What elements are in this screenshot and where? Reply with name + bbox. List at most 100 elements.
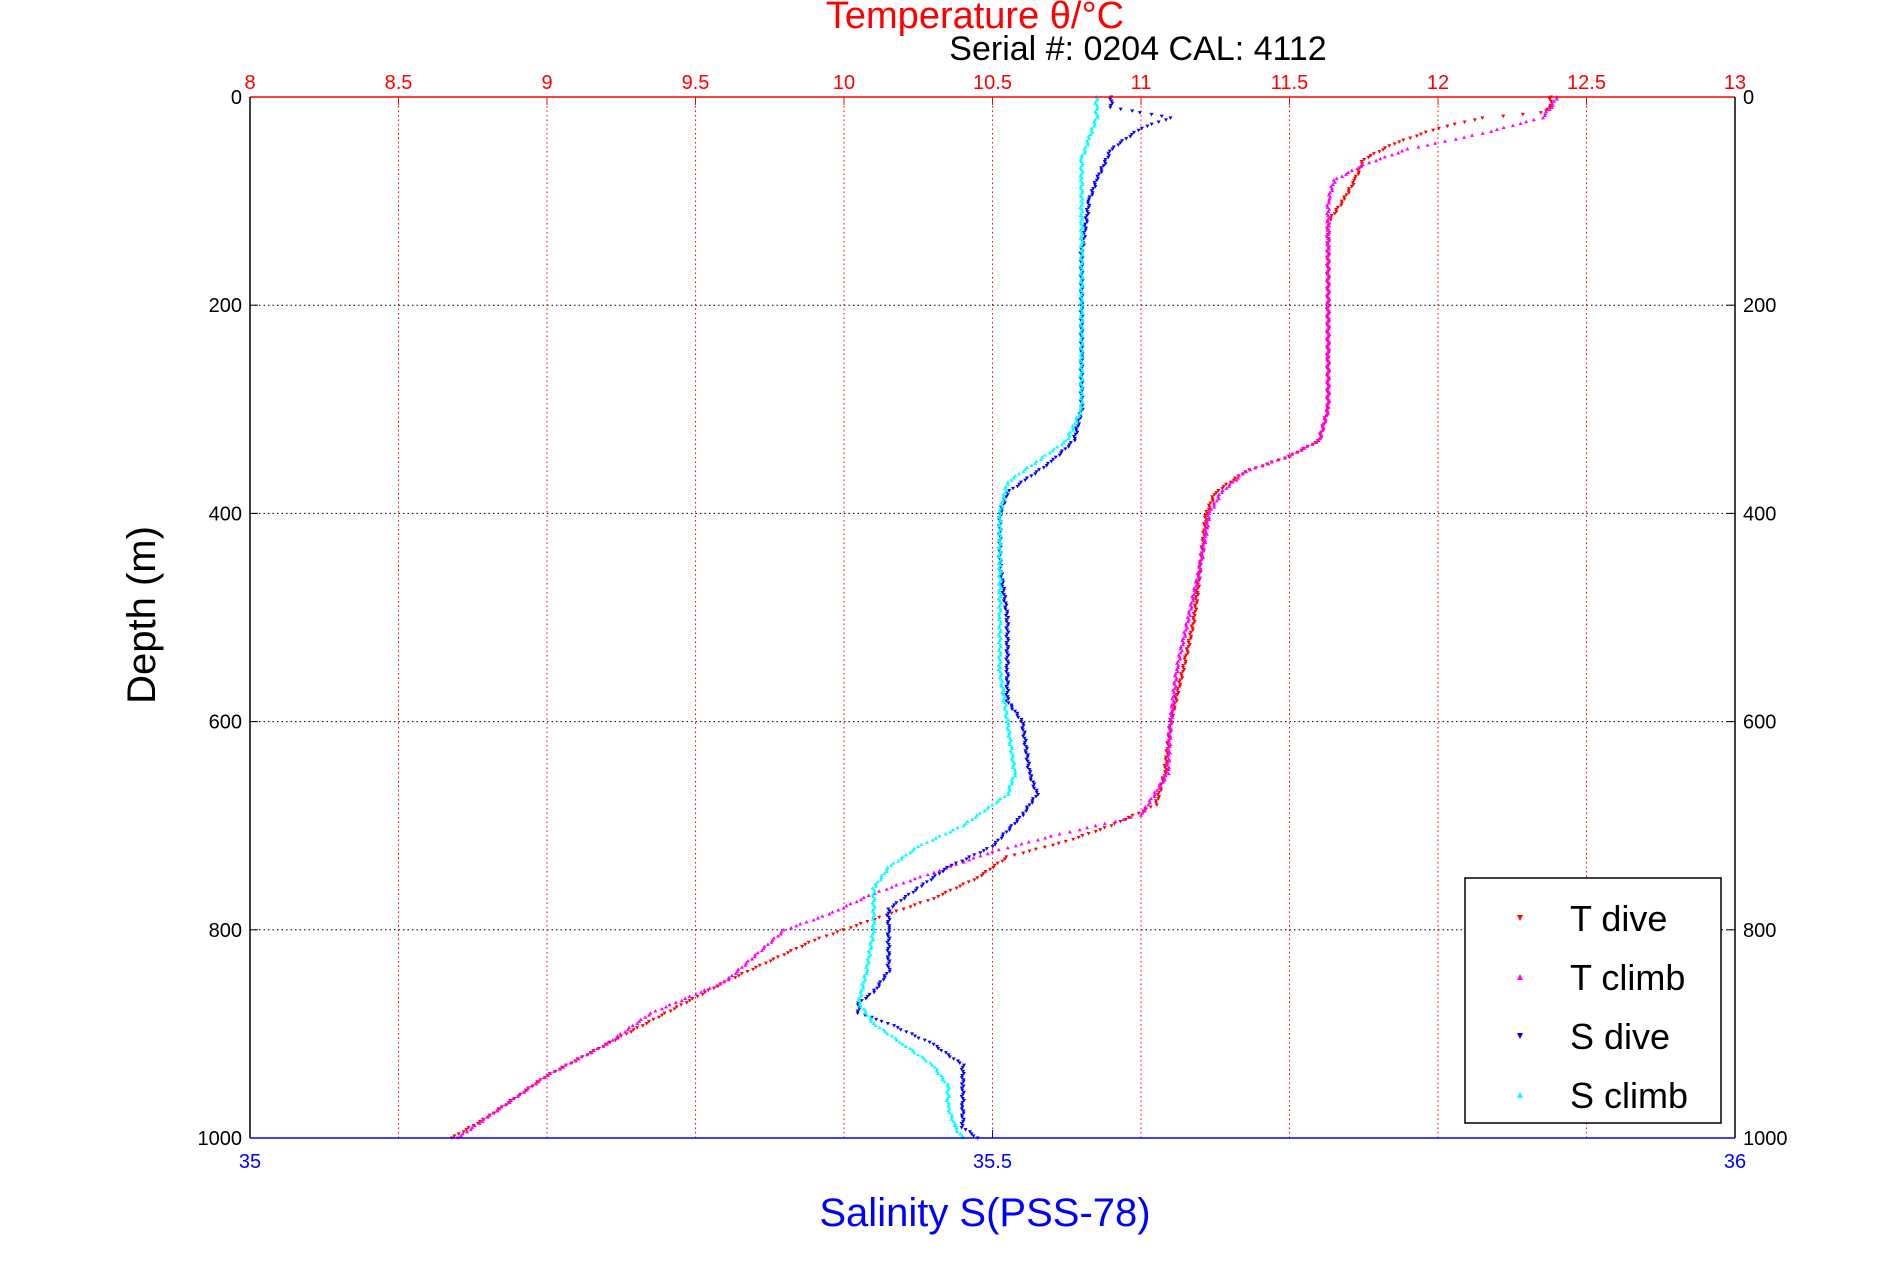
data-point bbox=[1204, 521, 1209, 526]
data-point bbox=[1078, 255, 1083, 259]
data-point bbox=[910, 1032, 915, 1036]
data-point bbox=[903, 852, 908, 857]
data-point bbox=[1195, 599, 1200, 603]
data-point bbox=[949, 1117, 954, 1121]
data-point bbox=[1164, 769, 1169, 774]
data-point bbox=[910, 848, 915, 853]
data-point bbox=[798, 921, 803, 926]
data-point bbox=[884, 972, 889, 976]
legend-box bbox=[1464, 877, 1722, 1124]
data-point bbox=[873, 881, 878, 886]
data-point bbox=[1084, 226, 1089, 231]
data-point bbox=[1085, 825, 1090, 830]
data-point bbox=[1000, 498, 1005, 503]
data-point bbox=[1178, 657, 1183, 661]
data-point bbox=[1032, 786, 1037, 791]
data-point bbox=[969, 1132, 974, 1136]
data-point bbox=[1080, 334, 1085, 338]
data-point bbox=[1520, 112, 1525, 117]
data-point bbox=[1010, 486, 1015, 491]
data-point bbox=[1079, 288, 1084, 293]
data-point bbox=[1079, 234, 1084, 238]
data-point bbox=[1078, 157, 1083, 161]
data-point bbox=[1191, 618, 1196, 622]
data-point bbox=[1093, 823, 1098, 828]
data-point bbox=[999, 578, 1004, 582]
data-point bbox=[754, 965, 759, 970]
data-point bbox=[959, 1121, 964, 1126]
data-point bbox=[961, 1099, 966, 1103]
data-point bbox=[998, 550, 1003, 555]
data-point bbox=[1325, 357, 1330, 361]
data-point bbox=[945, 1083, 950, 1088]
data-point bbox=[998, 609, 1003, 613]
data-point bbox=[960, 1065, 965, 1070]
data-point bbox=[1090, 130, 1095, 134]
data-point bbox=[529, 1083, 534, 1088]
data-point bbox=[1011, 476, 1016, 480]
data-point bbox=[1078, 159, 1083, 164]
data-point bbox=[998, 619, 1003, 624]
data-point bbox=[936, 1071, 941, 1075]
data-point bbox=[1184, 653, 1189, 657]
data-point bbox=[924, 880, 929, 884]
temperature-tick-label: 11 bbox=[1131, 72, 1152, 94]
data-point bbox=[901, 880, 906, 885]
data-point bbox=[872, 898, 877, 903]
data-point bbox=[1325, 365, 1330, 370]
data-point bbox=[1195, 591, 1200, 595]
data-point bbox=[1007, 740, 1012, 744]
data-point bbox=[1011, 752, 1016, 757]
data-point bbox=[1093, 101, 1098, 105]
data-point bbox=[961, 1063, 966, 1068]
temperature-tick-label: 8.5 bbox=[385, 72, 413, 94]
data-point bbox=[997, 613, 1002, 617]
data-point bbox=[885, 949, 890, 953]
data-point bbox=[1310, 442, 1315, 446]
data-point bbox=[1009, 824, 1014, 828]
data-point bbox=[1110, 101, 1115, 106]
data-point bbox=[1194, 584, 1199, 588]
data-point bbox=[1084, 218, 1089, 222]
data-point bbox=[771, 936, 776, 940]
data-point bbox=[1186, 638, 1191, 643]
data-point bbox=[959, 1076, 964, 1080]
data-point bbox=[981, 849, 986, 853]
data-point bbox=[735, 969, 740, 973]
data-point bbox=[1078, 184, 1083, 189]
data-point bbox=[1130, 813, 1135, 818]
data-point bbox=[1006, 701, 1011, 705]
temperature-tick-label: 12 bbox=[1427, 72, 1449, 94]
data-point bbox=[1299, 448, 1304, 452]
data-point bbox=[908, 850, 913, 855]
data-point bbox=[1022, 730, 1027, 735]
data-point bbox=[1080, 392, 1085, 397]
data-point bbox=[1021, 469, 1026, 474]
data-point bbox=[1078, 271, 1083, 276]
data-point bbox=[1549, 99, 1554, 104]
data-point bbox=[889, 863, 894, 867]
data-point bbox=[1078, 353, 1083, 357]
data-point bbox=[1326, 199, 1331, 203]
data-point bbox=[1072, 439, 1077, 443]
data-point bbox=[684, 1001, 689, 1005]
data-point bbox=[1083, 144, 1088, 149]
data-point bbox=[687, 999, 692, 1003]
data-point bbox=[996, 640, 1001, 644]
data-point bbox=[879, 873, 884, 878]
data-point bbox=[1162, 763, 1167, 768]
data-point bbox=[961, 1092, 966, 1097]
data-point bbox=[1124, 137, 1129, 141]
data-point bbox=[1212, 503, 1217, 507]
data-point bbox=[1154, 803, 1159, 807]
data-point bbox=[1178, 644, 1183, 649]
data-point bbox=[1162, 775, 1167, 780]
data-point bbox=[1002, 794, 1007, 799]
data-point bbox=[1181, 642, 1186, 647]
data-point bbox=[733, 976, 738, 980]
data-point bbox=[1172, 692, 1177, 697]
data-point bbox=[894, 1038, 899, 1042]
data-point bbox=[1083, 149, 1088, 153]
data-point bbox=[1324, 371, 1329, 376]
data-point bbox=[452, 1134, 457, 1138]
